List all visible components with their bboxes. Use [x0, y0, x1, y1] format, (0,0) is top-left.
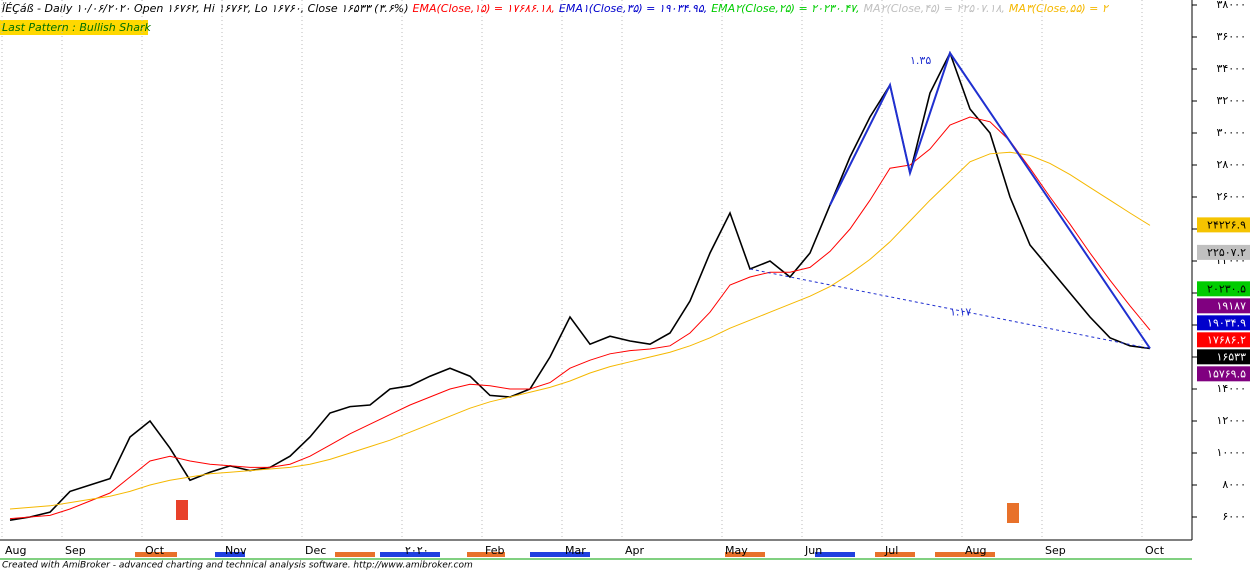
- x-tick-label: ۲۰۲۰: [405, 544, 429, 557]
- indicator-bar: [530, 552, 590, 557]
- value-tag: [1197, 366, 1250, 382]
- indicator-bar: [815, 552, 855, 557]
- value-tag: [1197, 244, 1250, 260]
- header-text: MA۳(Close,۵۵) = ۲: [1009, 2, 1110, 15]
- value-tag-label: ۱۹۱۸۷: [1216, 299, 1246, 312]
- x-tick-label: Feb: [485, 544, 504, 557]
- x-tick-label: Sep: [1045, 544, 1066, 557]
- value-tag: [1197, 349, 1250, 365]
- value-tag-label: ۱۶۵۳۳: [1216, 350, 1246, 363]
- value-tag: [1197, 217, 1250, 233]
- indicator-bar: [135, 552, 177, 557]
- y-tick-label: ۳۶۰۰۰: [1216, 30, 1246, 43]
- indicator-bar: [335, 552, 375, 557]
- x-tick-label: Mar: [565, 544, 586, 557]
- x-tick-label: Aug: [5, 544, 26, 557]
- y-tick-label: ۶۰۰۰: [1222, 510, 1246, 523]
- moving-average: [9, 151, 1151, 510]
- header-text: EMA(Close,۱۵) = ۱۷۶۸۶.۱۸,: [413, 2, 555, 15]
- indicator-bar: [215, 552, 245, 557]
- x-tick-label: Jun: [804, 544, 822, 557]
- sell-signal: [1007, 503, 1019, 523]
- x-tick-label: May: [725, 544, 748, 557]
- y-tick-label: ۳۲۰۰۰: [1216, 94, 1246, 107]
- sell-signal: [176, 500, 188, 520]
- moving-average: [9, 116, 1151, 520]
- y-tick-label: ۳۰۰۰۰: [1216, 126, 1246, 139]
- value-tag: [1197, 315, 1250, 331]
- y-tick-label: ۱۰۰۰۰: [1216, 446, 1246, 459]
- indicator-bar: [725, 552, 765, 557]
- x-tick-label: Aug: [965, 544, 986, 557]
- header-text: EMA۲(Close,۲۵) = ۲۰۲۳۰.۴۷,: [711, 2, 859, 15]
- pattern-dash: [749, 268, 1151, 349]
- y-tick-label: ۳۸۰۰۰: [1216, 0, 1246, 11]
- header-text: ÏÉÇáß - Daily ۱۰/۰۶/۲۰۲۰ Open ۱۶۷۶۲, Hi …: [2, 2, 409, 15]
- value-tag: [1197, 298, 1250, 314]
- x-tick-label: Jul: [884, 544, 898, 557]
- ratio-label: ۱.۱۷: [950, 306, 971, 319]
- indicator-bar: [467, 552, 505, 557]
- x-tick-label: Oct: [1145, 544, 1165, 557]
- indicator-bar: [935, 552, 995, 557]
- ratio-label: ۱.۳۵: [910, 54, 931, 67]
- value-tag-label: ۱۷۶۸۶.۲: [1207, 333, 1246, 346]
- x-tick-label: Sep: [65, 544, 86, 557]
- value-tag-label: ۲۰۲۳۰.۵: [1207, 282, 1246, 295]
- header-text: EMA۱(Close,۳۵) = ۱۹۰۳۴.۹۵,: [559, 2, 707, 15]
- value-tag-label: ۱۵۷۶۹.۵: [1207, 367, 1246, 380]
- close-line: [9, 50, 1151, 521]
- value-tag-label: ۲۴۲۲۶.۹: [1207, 218, 1246, 231]
- x-tick-label: Nov: [225, 544, 247, 557]
- value-tag: [1197, 281, 1250, 297]
- pattern-badge: [0, 20, 148, 35]
- value-tag-label: ۲۲۵۰۷.۲: [1207, 246, 1246, 259]
- x-tick-label: Apr: [625, 544, 645, 557]
- y-tick-label: ۱۲۰۰۰: [1216, 414, 1246, 427]
- indicator-bar: [875, 552, 915, 557]
- header-text: MA۲(Close,۴۵) = ۲۲۵۰۷.۱۸,: [864, 2, 1005, 15]
- y-tick-label: ۲۶۰۰۰: [1216, 190, 1246, 203]
- y-tick-label: ۳۴۰۰۰: [1216, 62, 1246, 75]
- pattern-label: Last Pattern : Bullish Shark: [2, 21, 151, 34]
- header: ÏÉÇáß - Daily ۱۰/۰۶/۲۰۲۰ Open ۱۶۷۶۲, Hi …: [2, 2, 1110, 15]
- y-tick-label: ۱۴۰۰۰: [1216, 382, 1246, 395]
- value-tag-label: ۱۹۰۳۴.۹: [1207, 316, 1246, 329]
- pattern-line: [829, 50, 1151, 350]
- value-tag: [1197, 332, 1250, 348]
- footer: Created with AmiBroker - advanced charti…: [2, 561, 473, 571]
- y-tick-label: ۲۸۰۰۰: [1216, 158, 1246, 171]
- indicator-bar: [380, 552, 440, 557]
- x-tick-label: Oct: [145, 544, 165, 557]
- indicator-strip: [0, 545, 1192, 559]
- y-tick-label: ۸۰۰۰: [1222, 478, 1246, 491]
- x-tick-label: Dec: [305, 544, 326, 557]
